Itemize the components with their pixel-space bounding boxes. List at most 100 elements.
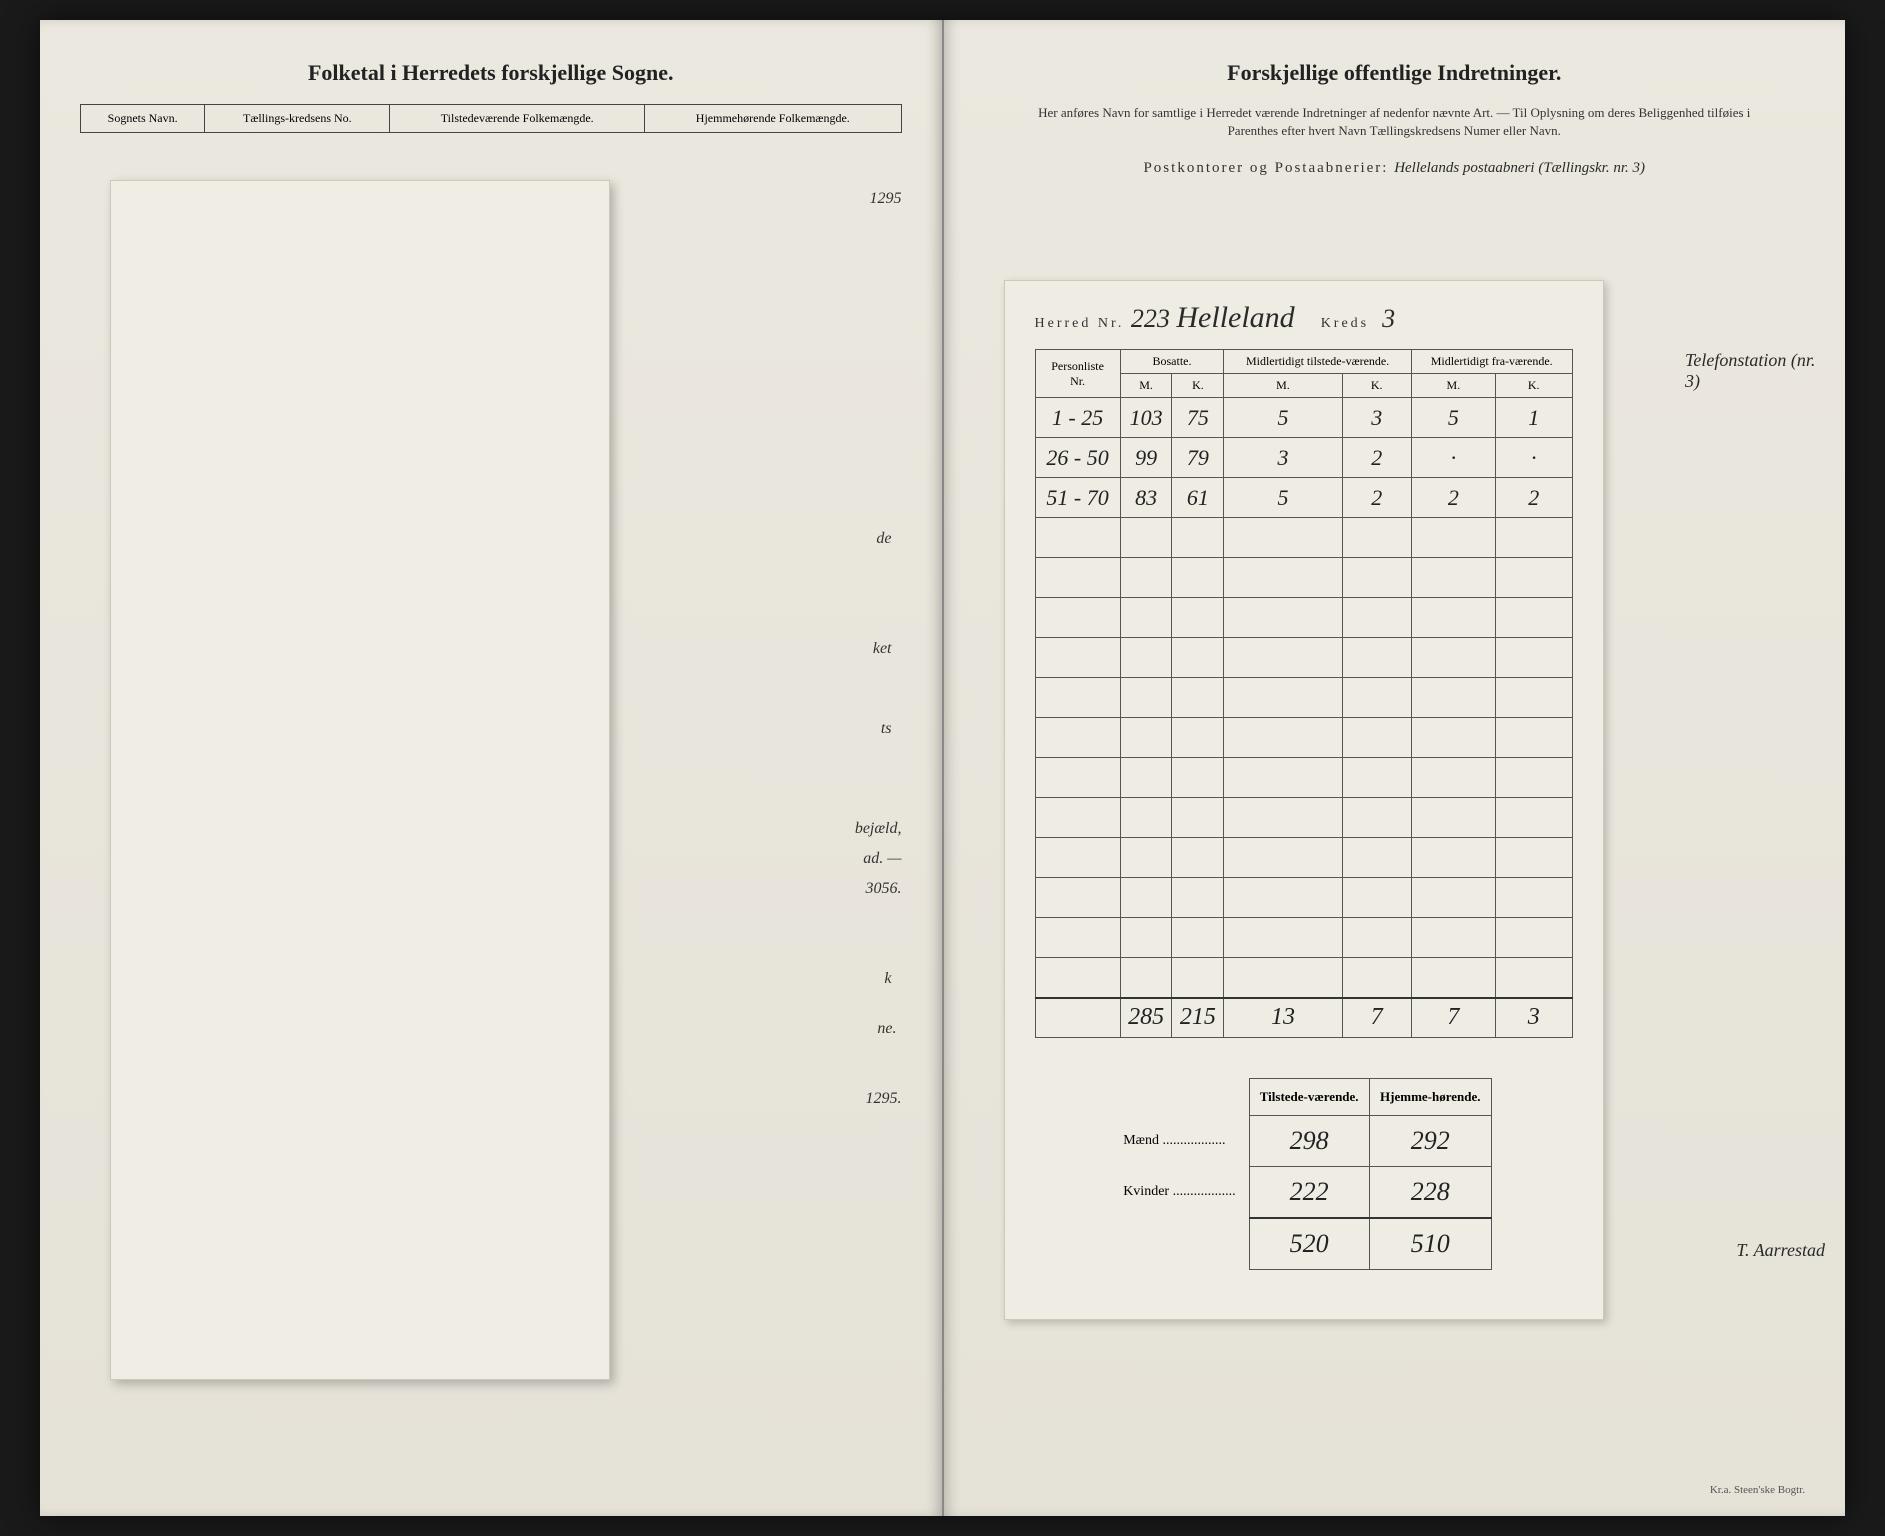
cell: 103 xyxy=(1120,398,1172,438)
cell-empty xyxy=(1224,758,1342,798)
cell-empty xyxy=(1035,718,1120,758)
cell: · xyxy=(1495,438,1572,478)
summary-val: 228 xyxy=(1369,1167,1491,1219)
kreds-no: 3 xyxy=(1382,304,1395,333)
col-bosatte: Bosatte. xyxy=(1120,350,1224,374)
cell-empty xyxy=(1035,518,1120,558)
summary-col2: Hjemme-hørende. xyxy=(1369,1079,1491,1116)
cell: 2 xyxy=(1495,478,1572,518)
peek-text: ts xyxy=(881,720,892,738)
cell-empty xyxy=(1172,878,1224,918)
cell-sum: 3 xyxy=(1495,998,1572,1038)
peek-text: 3056. xyxy=(866,880,902,898)
cell-empty xyxy=(1120,518,1172,558)
cell-empty xyxy=(1172,798,1224,838)
col-k: K. xyxy=(1172,374,1224,398)
cell: 5 xyxy=(1224,398,1342,438)
cell-empty xyxy=(1172,598,1224,638)
cell-empty xyxy=(1495,918,1572,958)
col-mid-til: Midlertidigt tilstede-værende. xyxy=(1224,350,1412,374)
cell-empty xyxy=(1342,558,1411,598)
cell-empty xyxy=(1411,878,1495,918)
cell-empty xyxy=(1342,838,1411,878)
peek-text: 1295 xyxy=(870,190,902,208)
left-col-2: Tilstedeværende Folkemængde. xyxy=(390,105,645,133)
table-row: 1 - 25103755351 xyxy=(1035,398,1572,438)
table-row-empty xyxy=(1035,758,1572,798)
cell-empty xyxy=(1224,838,1342,878)
cell-empty xyxy=(1411,798,1495,838)
cell-empty xyxy=(1120,718,1172,758)
cell-empty xyxy=(1172,758,1224,798)
cell-empty xyxy=(1411,838,1495,878)
cell-empty xyxy=(1035,838,1120,878)
cell: 2 xyxy=(1342,478,1411,518)
cell-empty xyxy=(1120,558,1172,598)
cell-empty xyxy=(1035,638,1120,678)
cell-empty xyxy=(1120,638,1172,678)
cell-empty xyxy=(1120,758,1172,798)
table-row-empty xyxy=(1035,558,1572,598)
cell-empty xyxy=(1172,558,1224,598)
margin-note-bottom: T. Aarrestad xyxy=(1736,1240,1825,1261)
table-row-empty xyxy=(1035,518,1572,558)
col-k: K. xyxy=(1342,374,1411,398)
cell-empty xyxy=(1172,638,1224,678)
summary-table: Tilstede-værende. Hjemme-hørende. Mænd .… xyxy=(1115,1078,1492,1270)
cell-empty xyxy=(1411,718,1495,758)
cell-empty xyxy=(1120,838,1172,878)
table-row-sum: 28521513773 xyxy=(1035,998,1572,1038)
table-row-empty xyxy=(1035,798,1572,838)
left-title: Folketal i Herredets forskjellige Sogne. xyxy=(80,60,902,86)
label-text: Kvinder xyxy=(1123,1184,1169,1199)
table-row: 51 - 7083615222 xyxy=(1035,478,1572,518)
right-page: Forskjellige offentlige Indretninger. He… xyxy=(944,20,1846,1516)
cell-empty xyxy=(1411,518,1495,558)
cell-empty xyxy=(1224,878,1342,918)
table-row-empty xyxy=(1035,878,1572,918)
cell: 99 xyxy=(1120,438,1172,478)
cell-empty xyxy=(1035,958,1120,998)
cell-empty xyxy=(1495,678,1572,718)
overlay-slip-left xyxy=(110,180,610,1380)
peek-text: de xyxy=(876,530,891,548)
left-page: Folketal i Herredets forskjellige Sogne.… xyxy=(40,20,944,1516)
data-slip: Herred Nr. 223 Helleland Kreds 3 Personl… xyxy=(1004,280,1604,1320)
slip-header: Herred Nr. 223 Helleland Kreds 3 xyxy=(1035,301,1573,335)
cell-empty xyxy=(1120,878,1172,918)
cell-empty xyxy=(1035,878,1120,918)
cell: 2 xyxy=(1342,438,1411,478)
cell: 2 xyxy=(1411,478,1495,518)
table-row: 26 - 50997932·· xyxy=(1035,438,1572,478)
col-mid-fra: Midlertidigt fra-værende. xyxy=(1411,350,1572,374)
cell-empty xyxy=(1411,598,1495,638)
cell-empty xyxy=(1495,798,1572,838)
cell: 5 xyxy=(1224,478,1342,518)
summary-total: 520 xyxy=(1249,1218,1369,1270)
postline: Postkontorer og Postaabnerier: Helleland… xyxy=(984,160,1806,177)
cell-empty xyxy=(1411,958,1495,998)
cell: 3 xyxy=(1224,438,1342,478)
cell-empty xyxy=(1342,958,1411,998)
cell-empty xyxy=(1172,958,1224,998)
postline-label: Postkontorer og Postaabnerier: xyxy=(1143,160,1388,176)
cell: 79 xyxy=(1172,438,1224,478)
kreds-label: Kreds xyxy=(1321,316,1369,331)
peek-text: ad. — xyxy=(863,850,901,868)
cell: · xyxy=(1411,438,1495,478)
table-row-empty xyxy=(1035,838,1572,878)
cell-empty xyxy=(1120,678,1172,718)
herred-label: Herred Nr. xyxy=(1035,316,1125,331)
cell-empty xyxy=(1342,638,1411,678)
summary-col1: Tilstede-værende. xyxy=(1249,1079,1369,1116)
right-title: Forskjellige offentlige Indretninger. xyxy=(984,60,1806,86)
summary-total: 510 xyxy=(1369,1218,1491,1270)
cell-empty xyxy=(1342,758,1411,798)
cell-empty xyxy=(1172,838,1224,878)
cell-empty xyxy=(1224,678,1342,718)
summary-val: 298 xyxy=(1249,1116,1369,1167)
left-col-3: Hjemmehørende Folkemængde. xyxy=(645,105,901,133)
cell-empty xyxy=(1411,758,1495,798)
cell-empty xyxy=(1224,518,1342,558)
cell-sum: 13 xyxy=(1224,998,1342,1038)
